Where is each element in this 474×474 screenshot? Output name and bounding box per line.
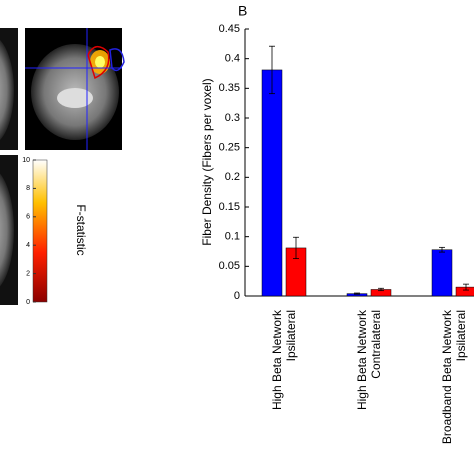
y-axis-label: Fiber Density (Fibers per voxel)	[200, 78, 214, 245]
bar	[455, 286, 474, 297]
y-tick-label: 0.35	[219, 82, 240, 94]
y-tick-label: 0.3	[225, 112, 240, 124]
error-bar	[378, 287, 384, 292]
error-bar	[463, 283, 469, 291]
panel-label: B	[238, 3, 247, 19]
x-tick-label: High Beta Network	[355, 309, 369, 410]
y-tick-label: 0.4	[225, 53, 240, 65]
error-bar	[293, 236, 299, 260]
brain-images	[0, 28, 125, 305]
y-tick-label: 0.1	[225, 231, 240, 243]
error-bar	[269, 45, 275, 95]
x-tick-label: Ipsilateral	[284, 310, 298, 361]
colorbar-tick-label: 8	[26, 185, 30, 192]
colorbar-tick-label: 10	[22, 157, 30, 164]
y-tick-label: 0.15	[219, 201, 240, 213]
y-tick-label: 0	[234, 290, 240, 302]
x-tick-label: High Beta Network	[270, 309, 284, 410]
colorbar-tick-label: 6	[26, 214, 30, 221]
x-tick-label: Ipsilateral	[454, 310, 468, 361]
y-tick-label: 0.2	[225, 171, 240, 183]
y-tick-label: 0.05	[219, 260, 240, 272]
colorbar	[32, 159, 48, 303]
bar	[261, 69, 283, 297]
x-tick-label: Contralateral	[369, 310, 383, 379]
y-tick-label: 0.25	[219, 142, 240, 154]
error-bar	[354, 292, 360, 295]
bar	[431, 249, 453, 297]
y-tick-label: 0.45	[219, 23, 240, 35]
colorbar-label: F-statistic	[74, 204, 88, 255]
colorbar-tick-label: 0	[26, 299, 30, 306]
colorbar-tick-label: 4	[26, 242, 30, 249]
error-bar	[439, 246, 445, 253]
colorbar-tick-label: 2	[26, 270, 30, 277]
x-tick-label: Broadband Beta Network	[440, 309, 454, 444]
